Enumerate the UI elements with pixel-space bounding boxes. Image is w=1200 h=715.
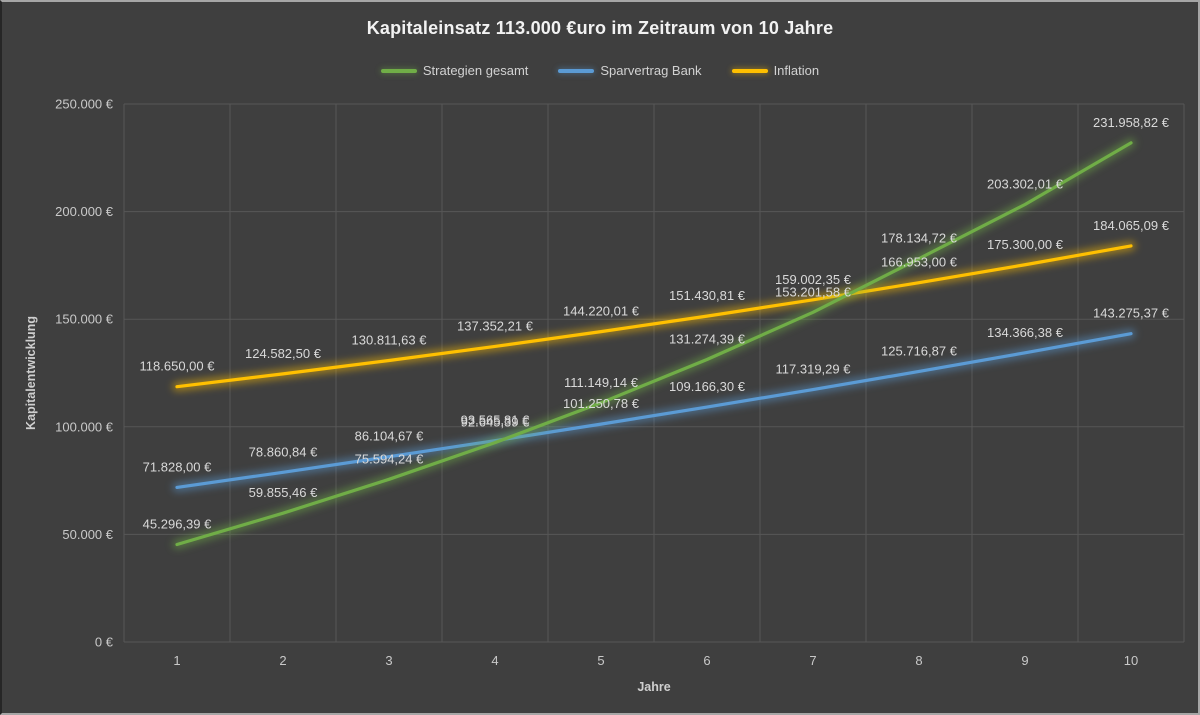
data-label-inflation: 124.582,50 € xyxy=(245,346,322,361)
y-tick-label: 200.000 € xyxy=(55,204,114,219)
y-tick-label: 150.000 € xyxy=(55,312,114,327)
x-tick-label: 7 xyxy=(809,653,816,668)
data-label-sparvertrag-bank: 101.250,78 € xyxy=(563,396,640,411)
series-line-inflation xyxy=(175,244,1133,389)
x-axis-title: Jahre xyxy=(637,680,670,694)
data-label-sparvertrag-bank: 109.166,30 € xyxy=(669,379,746,394)
data-label-strategien-gesamt: 153.201,58 € xyxy=(775,284,852,299)
data-label-sparvertrag-bank: 86.104,67 € xyxy=(355,429,424,444)
data-label-inflation: 151.430,81 € xyxy=(669,288,746,303)
legend-swatch xyxy=(380,68,417,73)
y-tick-label: 0 € xyxy=(95,635,114,650)
series-line-sparvertrag-bank xyxy=(175,332,1133,490)
data-label-inflation: 118.650,00 € xyxy=(140,359,216,374)
data-label-inflation: 159.002,35 € xyxy=(775,272,852,287)
data-label-inflation: 175.300,00 € xyxy=(987,237,1064,252)
legend-item-inflation: Inflation xyxy=(731,63,820,78)
data-label-sparvertrag-bank: 71.828,00 € xyxy=(143,459,212,474)
x-tick-label: 6 xyxy=(703,653,710,668)
y-tick-label: 100.000 € xyxy=(55,419,114,434)
data-label-sparvertrag-bank: 134.366,38 € xyxy=(987,325,1064,340)
data-label-strategien-gesamt: 75.594,24 € xyxy=(355,451,424,466)
data-label-sparvertrag-bank: 143.275,37 € xyxy=(1093,306,1170,321)
legend-label: Sparvertrag Bank xyxy=(600,63,702,78)
data-label-inflation: 137.352,21 € xyxy=(457,318,534,333)
data-label-strategien-gesamt: 59.855,46 € xyxy=(249,485,318,500)
legend-item-strategien-gesamt: Strategien gesamt xyxy=(380,63,529,78)
x-tick-label: 5 xyxy=(597,653,604,668)
data-label-strategien-gesamt: 45.296,39 € xyxy=(143,517,212,532)
x-tick-label: 1 xyxy=(173,653,180,668)
data-label-strategien-gesamt: 178.134,72 € xyxy=(881,231,958,246)
x-tick-label: 2 xyxy=(279,653,286,668)
x-tick-label: 8 xyxy=(915,653,922,668)
series-lines xyxy=(172,138,1136,550)
data-label-sparvertrag-bank: 125.716,87 € xyxy=(881,343,958,358)
legend-label: Strategien gesamt xyxy=(422,63,529,78)
axis-ticks: 0 €50.000 €100.000 €150.000 €200.000 €25… xyxy=(55,97,1138,669)
series-line-strategien-gesamt xyxy=(175,141,1133,547)
data-label-inflation: 130.811,63 € xyxy=(352,332,428,347)
x-tick-label: 4 xyxy=(491,653,498,668)
data-label-sparvertrag-bank: 78.860,84 € xyxy=(249,444,318,459)
legend-item-sparvertrag-bank: Sparvertrag Bank xyxy=(558,63,702,78)
data-label-strategien-gesamt: 131.274,39 € xyxy=(669,331,746,346)
y-tick-label: 50.000 € xyxy=(62,527,113,542)
data-label-sparvertrag-bank: 93.565,81 € xyxy=(461,413,530,428)
gridlines xyxy=(123,103,1185,643)
data-label-strategien-gesamt: 92.645,39 € xyxy=(461,415,530,430)
legend-label: Inflation xyxy=(773,63,820,78)
data-label-strategien-gesamt: 203.302,01 € xyxy=(987,176,1064,191)
y-axis-title: Kapitalentwicklung xyxy=(24,316,38,430)
data-label-sparvertrag-bank: 117.319,29 € xyxy=(776,362,852,377)
data-label-inflation: 166.953,00 € xyxy=(881,255,958,270)
legend-swatch xyxy=(558,68,595,73)
y-tick-label: 250.000 € xyxy=(55,97,114,112)
legend-swatch xyxy=(731,68,768,73)
data-label-inflation: 144.220,01 € xyxy=(563,304,640,319)
data-labels: 45.296,39 € 59.855,46 € 75.594,24 € 92.645,… xyxy=(140,115,1170,532)
chart-legend: Strategien gesamt Sparvertrag Bank Inflati… xyxy=(2,63,1198,78)
x-tick-label: 10 xyxy=(1124,653,1138,668)
x-tick-label: 3 xyxy=(385,653,392,668)
chart-title: Kapitaleinsatz 113.000 €uro im Zeitraum … xyxy=(366,18,834,38)
x-tick-label: 9 xyxy=(1021,653,1028,668)
data-label-inflation: 184.065,09 € xyxy=(1093,218,1170,233)
data-label-strategien-gesamt: 111.149,14 € xyxy=(564,375,639,390)
data-label-strategien-gesamt: 231.958,82 € xyxy=(1093,115,1170,130)
